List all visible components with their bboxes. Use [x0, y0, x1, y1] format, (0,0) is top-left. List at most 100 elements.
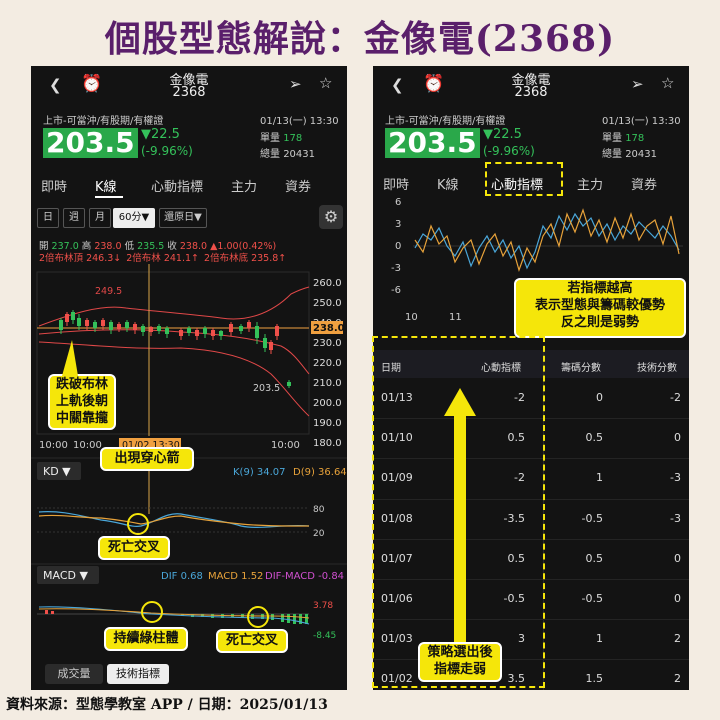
table-cell-date: 01/13 [381, 391, 413, 404]
table-cell-tech-score: 0 [674, 551, 681, 565]
star-icon[interactable]: ☆ [661, 74, 675, 92]
crosshair-time: 01/02 13:30 [122, 440, 180, 451]
stock-tags: 上市-可當沖/有股期/有權證 [43, 116, 164, 127]
table-cell-heartbeat: -2 [514, 471, 525, 485]
tab-margin[interactable]: 資券 [631, 178, 658, 193]
table-cell-heartbeat: -3.5 [503, 511, 525, 525]
tab-heartbeat[interactable]: 心動指標 [151, 180, 204, 195]
bottom-tab-technical[interactable]: 技術指標 [107, 664, 169, 684]
table-cell-tech-score: 2 [674, 672, 681, 686]
table-cell-heartbeat: -2 [514, 391, 525, 404]
table-cell-date: 01/03 [381, 632, 413, 646]
star-icon[interactable]: ☆ [319, 74, 333, 92]
price-tick-220: 220.0 [313, 358, 342, 369]
indicator-axis-tick: -3 [391, 263, 401, 274]
kd-level-80: 80 [313, 505, 325, 515]
total-label: 總量 [602, 149, 622, 160]
kd-d-value: D(9) 36.64 [293, 467, 347, 478]
macd-circle-1 [141, 601, 163, 623]
macd-dif: DIF 0.68 [161, 571, 203, 582]
tab-realtime[interactable]: 即時 [41, 180, 68, 195]
chip-60min[interactable]: 60分▼ [113, 208, 155, 228]
kd-selector[interactable] [37, 462, 81, 480]
tab-margin[interactable]: 資券 [285, 180, 312, 195]
ohlc-close: 238.0 [179, 241, 208, 252]
price-tick-200: 200.0 [313, 398, 342, 409]
indicator-axis-tick: -6 [391, 285, 401, 296]
table-cell-chip-score: 1.5 [585, 672, 604, 686]
callout-strategy: 策略選出後 指標走弱 [418, 642, 502, 682]
table-row-divider [373, 538, 689, 540]
table-row-divider [373, 619, 689, 621]
tab-main-force[interactable]: 主力 [577, 178, 604, 193]
indicator-axis-tick: 0 [395, 241, 401, 252]
table-row-divider [373, 659, 689, 661]
ohlc-open-label: 開 [39, 241, 49, 252]
table-cell-date: 01/09 [381, 471, 413, 485]
alarm-clock-icon[interactable]: ⏰ [423, 74, 445, 94]
volume-value: 178 [283, 133, 303, 144]
ohlc-low-label: 低 [124, 241, 135, 252]
datetime: 01/13(一) 13:30 [260, 116, 339, 127]
callout-green-bars: 持續綠柱體 [104, 627, 188, 651]
kline-chart-area[interactable]: 249.5 203.5 260.0 250.0 240.0 230.0 220.… [31, 264, 347, 644]
time-label: 10:00 [271, 440, 300, 451]
tab-realtime[interactable]: 即時 [383, 178, 410, 193]
bottom-tab-volume[interactable]: 成交量 [45, 664, 103, 684]
candles [59, 310, 291, 388]
indicator-axis-tick: 3 [395, 219, 401, 230]
volume-label: 單量 [260, 133, 280, 144]
table-cell-date: 01/10 [381, 431, 413, 445]
left-phone-screen: ❮ ⏰ 金像電 2368 ➢ ☆ 上市-可當沖/有股期/有權證 203.5 ▼2… [31, 66, 347, 690]
high-mark-label: 249.5 [95, 286, 122, 297]
share-icon[interactable]: ➢ [631, 75, 644, 93]
total-value: 20431 [283, 149, 315, 160]
boll-mid: 2倍布林 241.1↑ [126, 253, 199, 264]
total-value: 20431 [625, 149, 657, 160]
back-arrow-icon[interactable]: ❮ [391, 76, 404, 94]
table-cell-chip-score: 0 [596, 391, 603, 404]
table-cell-heartbeat: 0.5 [507, 431, 526, 445]
chip-adjusted[interactable]: 還原日▼ [159, 208, 207, 228]
current-price-tag [311, 321, 343, 334]
tab-underline [95, 196, 123, 198]
table-cell-chip-score: 1 [596, 471, 603, 485]
macd-signal-line [38, 608, 310, 619]
heartbeat-column-highlight [372, 336, 545, 688]
table-cell-date: 01/02 [381, 672, 413, 686]
macd-min: -8.45 [313, 631, 336, 641]
price-tick-190: 190.0 [313, 418, 342, 429]
tab-kline[interactable]: K線 [437, 178, 459, 193]
share-icon[interactable]: ➢ [289, 75, 302, 93]
alarm-clock-icon[interactable]: ⏰ [81, 74, 103, 94]
chip-month[interactable]: 月 [89, 208, 111, 228]
table-row-divider [373, 458, 689, 460]
table-header [373, 350, 689, 378]
table-cell-heartbeat: 3.5 [507, 672, 526, 686]
price-tick-180: 180.0 [313, 438, 342, 449]
chip-week[interactable]: 週 [63, 208, 85, 228]
back-arrow-icon[interactable]: ❮ [49, 76, 62, 94]
table-cell-chip-score: 0.5 [585, 551, 604, 565]
tab-kline[interactable]: K線 [95, 180, 117, 195]
table-cell-heartbeat: -0.5 [503, 592, 525, 605]
table-cell-tech-score: -2 [670, 391, 681, 404]
table-cell-chip-score: -0.5 [581, 592, 603, 605]
settings-gear-icon[interactable]: ⚙ [319, 205, 343, 229]
stock-code: 2368 [514, 85, 548, 100]
tab-main-force[interactable]: 主力 [231, 180, 258, 195]
volume-label: 單量 [602, 133, 622, 144]
tab-heartbeat-highlight [485, 162, 563, 196]
tab-heartbeat[interactable]: 心動指標 [491, 178, 544, 193]
price-tick-230: 230.0 [313, 338, 342, 349]
table-cell-date: 01/08 [381, 511, 413, 525]
table-cell-date: 01/06 [381, 592, 413, 605]
callout-macd-death-cross: 死亡交叉 [216, 629, 288, 653]
chip-day[interactable]: 日 [37, 208, 59, 228]
price-axis: 260.0 250.0 240.0 230.0 220.0 210.0 200.… [313, 278, 342, 449]
macd-difmacd: DIF-MACD -0.84 [265, 571, 344, 582]
macd-selector[interactable] [37, 566, 99, 584]
time-label: 10:00 [39, 440, 68, 451]
low-mark-label: 203.5 [253, 383, 280, 394]
macd-label: MACD ▼ [43, 569, 88, 582]
